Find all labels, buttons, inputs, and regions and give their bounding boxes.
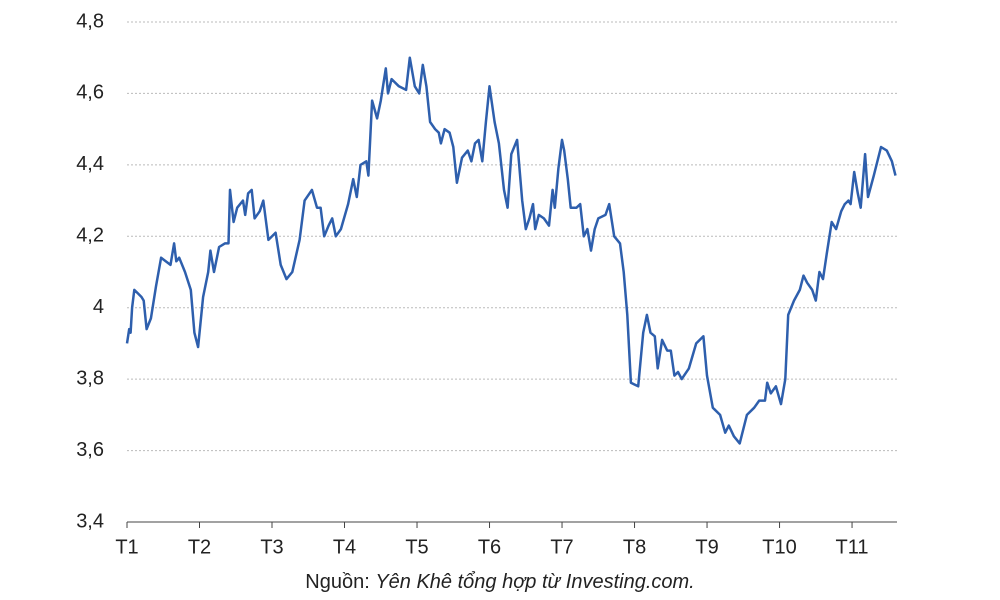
x-tick-label: T8 [623,536,646,558]
x-tick-label: T11 [836,536,869,558]
x-tick-label: T7 [550,536,573,558]
data-line [125,56,897,445]
y-tick-label: 4,8 [76,10,104,32]
source-label: Nguồn: [305,571,370,593]
x-tick-label: T2 [188,536,211,558]
y-tick-label: 4,4 [76,153,104,175]
x-tick-label: T4 [333,536,356,558]
y-tick-label: 3,6 [76,439,104,461]
y-tick-label: 4 [93,296,104,318]
x-tick-label: T6 [478,536,501,558]
y-tick-label: 4,2 [76,225,104,247]
y-tick-label: 3,4 [76,510,104,532]
source-note: Nguồn: Yên Khê tổng hợp từ Investing.com… [305,571,694,593]
x-tick-label: T3 [260,536,283,558]
x-tick-label: T5 [405,536,428,558]
source-text: Yên Khê tổng hợp từ Investing.com. [375,571,694,593]
x-tick-label: T9 [695,536,718,558]
y-tick-label: 3,8 [76,367,104,389]
x-tick-label: T1 [115,536,138,558]
y-tick-label: 4,6 [76,82,104,104]
x-tick-label: T10 [762,536,796,558]
